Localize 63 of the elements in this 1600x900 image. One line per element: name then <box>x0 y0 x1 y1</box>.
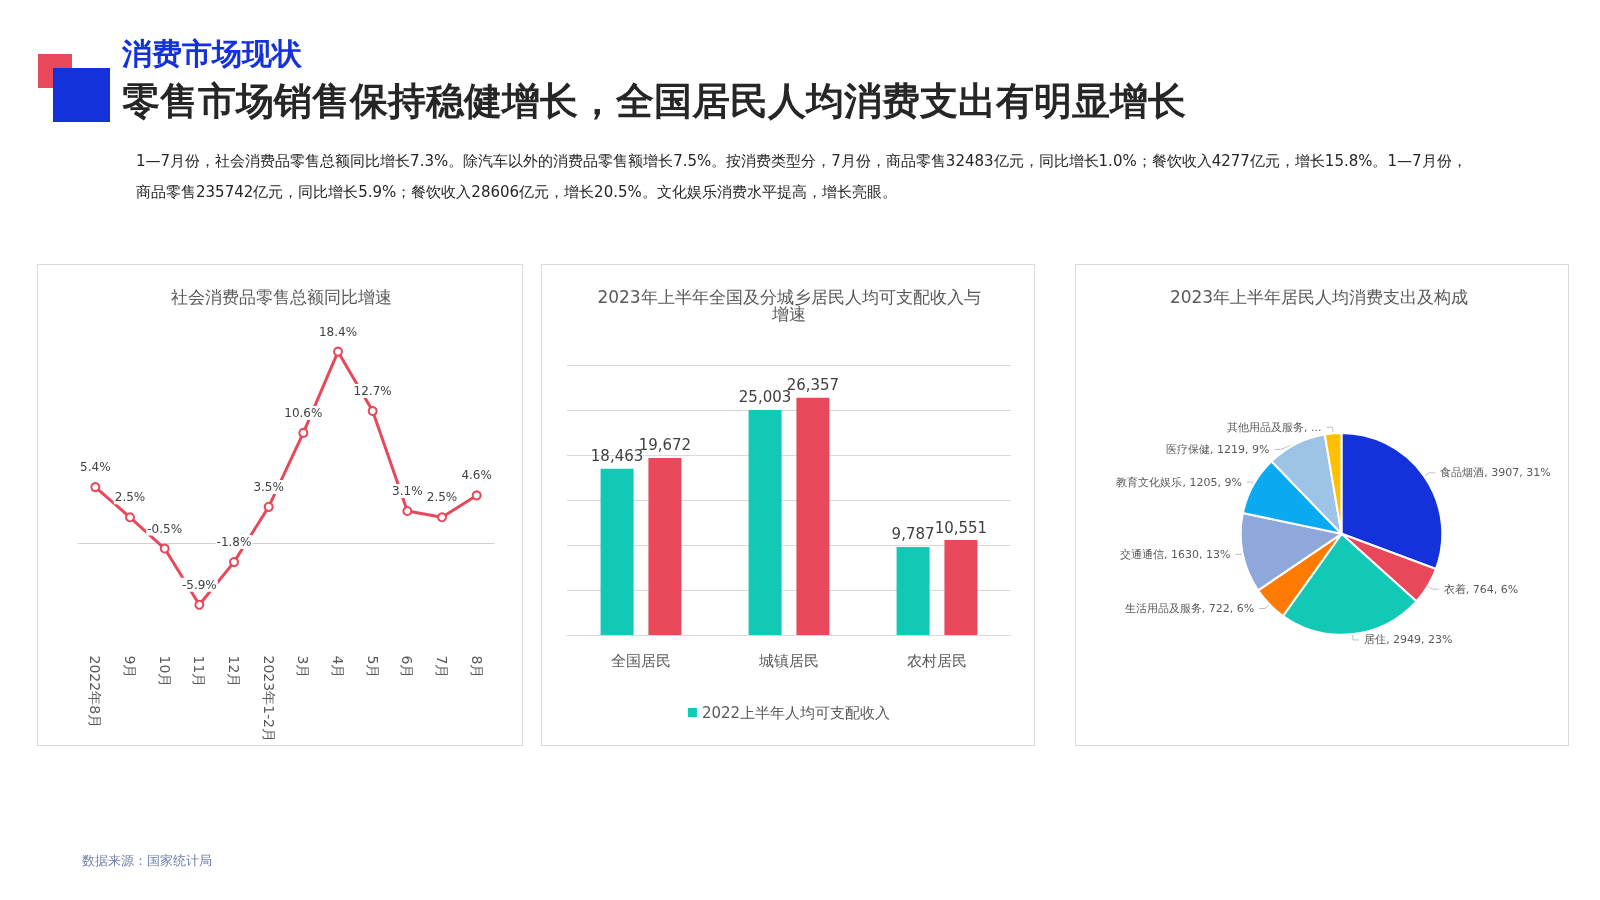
legend-label: 2022上半年人均可支配收入 <box>701 703 891 722</box>
point <box>437 512 447 523</box>
data-label: 3.1% <box>392 484 423 499</box>
point <box>402 506 413 517</box>
slice-label: 居住, 2949, 23% <box>1364 633 1453 647</box>
slice-label: 食品烟酒, 3907, 31% <box>1440 466 1551 480</box>
data-label: 12.7% <box>353 384 392 399</box>
slice-label: 其他用品及服务, ... <box>1227 420 1322 434</box>
x-tick-label: 12月 <box>226 655 242 688</box>
bar <box>944 540 978 635</box>
slice-label: 生活用品及服务, 722, 6% <box>1124 601 1255 615</box>
x-tick-label: 8月 <box>468 655 485 679</box>
x-tick-label: 4月 <box>330 655 346 679</box>
point <box>90 482 101 493</box>
bar <box>896 546 930 635</box>
bar <box>648 457 682 635</box>
data-label: 3.5% <box>253 479 284 494</box>
text: 零售市场销售保持稳健增长，全国居民人均消费支出有明显增长 <box>122 78 1186 125</box>
slice-label: 交通通信, 1630, 13% <box>1119 547 1231 561</box>
point <box>263 501 274 512</box>
text: 1—7月份，社会消费品零售总额同比增长7.3%。除汽车以外的消费品零售额增长7.5%。按消费类型分，7月份，商品零售32483亿元，同比增长1.0%；餐饮收入4277亿元，增长15.8%。1—7月份，商品零售235742亿元，同比增长5.9%；餐饮收入28606亿元，增长20.5%。文化娱乐消费水平提高，增长亮眼。 <box>136 151 1468 203</box>
point <box>471 490 482 501</box>
data-label: 2.5% <box>426 490 458 505</box>
x-tick-label: 全国居民 <box>611 651 671 670</box>
data-label: 9,787 <box>891 525 935 544</box>
chart-title: 2023年上半年居民人均消费支出及构成 <box>1169 286 1469 307</box>
chart-title: 2023年上半年全国及分城乡居民人均可支配收入与增速 <box>597 286 981 324</box>
text: 消费市场现状 <box>122 35 302 73</box>
x-tick-label: 农村居民 <box>907 651 967 670</box>
x-tick-label: 城镇居民 <box>758 651 819 670</box>
x-tick-label: 7月 <box>434 655 450 679</box>
x-tick-label: 5月 <box>364 655 381 679</box>
data-label: -1.8% <box>216 535 252 550</box>
slice-label: 衣着, 764, 6% <box>1443 582 1519 596</box>
x-tick-label: 3月 <box>295 655 312 679</box>
data-label: -0.5% <box>147 521 183 536</box>
bar <box>600 468 634 635</box>
point <box>298 427 309 438</box>
data-label: -5.9% <box>181 577 217 592</box>
x-tick-label: 11月 <box>191 655 208 688</box>
source-note: 数据来源：国家统计局 <box>82 852 212 870</box>
data-label: 2.5% <box>114 490 146 505</box>
bar <box>796 397 830 635</box>
bar <box>748 409 782 635</box>
x-tick-label: 10月 <box>156 655 173 688</box>
slice-label: 医疗保健, 1219, 9% <box>1166 442 1270 456</box>
x-tick-label: 9月 <box>122 655 138 679</box>
data-label: 10,551 <box>934 518 988 537</box>
point <box>194 599 205 610</box>
slice-label: 教育文化娱乐, 1205, 9% <box>1116 475 1242 489</box>
point <box>367 406 378 417</box>
point <box>229 557 239 568</box>
x-tick-label: 2022年8月 <box>87 655 104 729</box>
x-tick-label: 2023年1-2月 <box>260 655 277 742</box>
data-label: 18.4% <box>318 324 358 339</box>
point <box>125 512 135 523</box>
data-label: 5.4% <box>80 460 111 475</box>
chart-title: 社会消费品零售总额同比增速 <box>170 286 392 307</box>
point <box>159 543 170 554</box>
data-label: 4.6% <box>461 468 492 483</box>
point <box>333 346 343 357</box>
data-label: 10.6% <box>284 405 323 420</box>
x-tick-label: 6月 <box>399 655 416 679</box>
